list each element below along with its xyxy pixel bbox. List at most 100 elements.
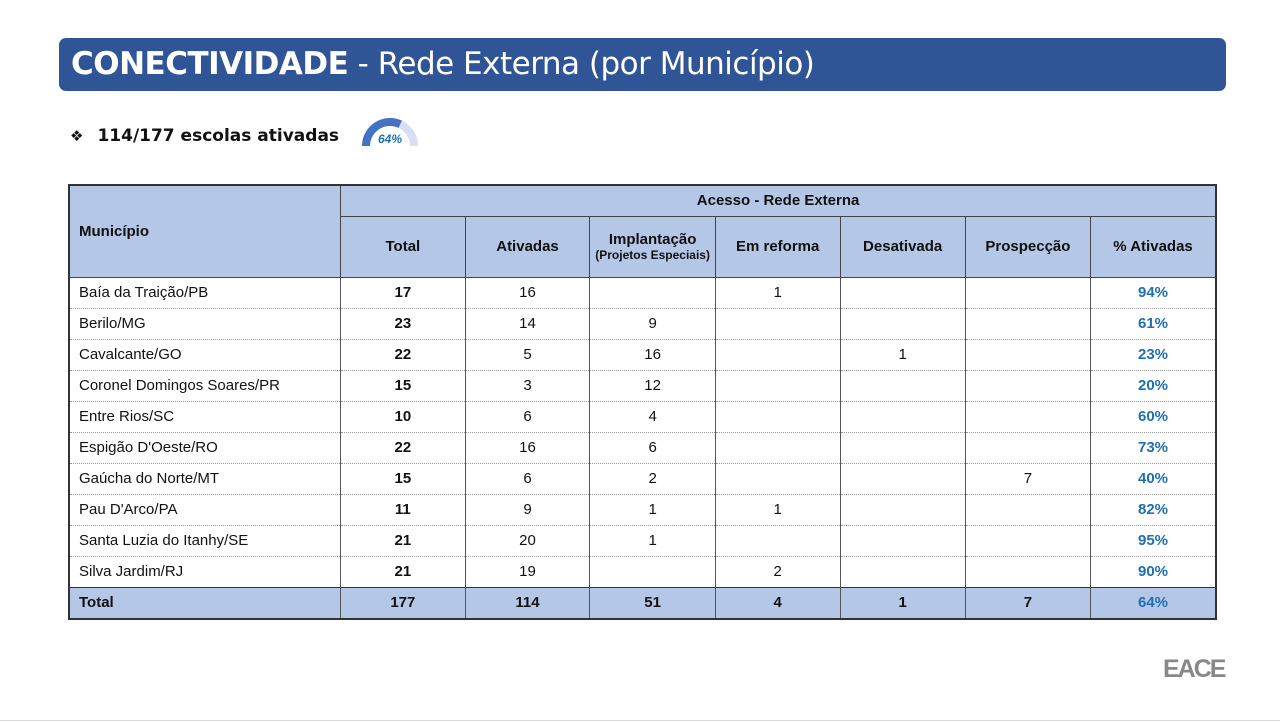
municipio-cell: Coronel Domingos Soares/PR (68, 370, 342, 402)
value-cell: 20% (1090, 370, 1217, 402)
value-cell (839, 308, 966, 340)
value-cell (964, 494, 1092, 526)
slide-title: CONECTIVIDADE - Rede Externa (por Municí… (59, 38, 1226, 91)
column-header-label: Total (385, 238, 421, 255)
value-cell (714, 308, 841, 340)
value-cell (839, 370, 966, 402)
column-header-label: % Ativadas (1113, 238, 1193, 255)
value-cell: 95% (1090, 525, 1217, 557)
value-cell (714, 339, 841, 371)
title-rest: - Rede Externa (por Município) (348, 46, 815, 82)
value-cell: 22 (340, 432, 466, 464)
value-cell (714, 432, 841, 464)
gauge-label: 64% (378, 132, 402, 146)
value-cell: 21 (340, 525, 466, 557)
municipio-cell: Total (68, 586, 342, 619)
value-cell (839, 525, 966, 557)
value-cell: 16 (464, 432, 591, 464)
value-cell: 60% (1090, 401, 1217, 433)
column-header-label: Ativadas (496, 238, 559, 255)
divider (0, 720, 1280, 721)
value-cell (964, 525, 1092, 557)
value-cell: 12 (589, 370, 716, 402)
value-cell: 177 (340, 586, 466, 619)
table-row: Santa Luzia do Itanhy/SE 21 20 1 95% (68, 525, 1217, 557)
value-cell (964, 308, 1092, 340)
value-cell (839, 277, 966, 309)
municipio-cell: Cavalcante/GO (68, 339, 342, 371)
table-row: Espigão D'Oeste/RO 22 16 6 73% (68, 432, 1217, 464)
value-cell: 9 (464, 494, 591, 526)
value-cell: 17 (340, 277, 466, 309)
table-row: Silva Jardim/RJ 21 19 2 90% (68, 556, 1217, 588)
table-row: Entre Rios/SC 10 6 4 60% (68, 401, 1217, 433)
table-row: Baía da Traição/PB 17 16 1 94% (68, 277, 1217, 309)
value-cell: 7 (964, 463, 1092, 495)
value-cell: 3 (464, 370, 591, 402)
value-cell (714, 370, 841, 402)
value-cell: 94% (1090, 277, 1217, 309)
column-header-label: Desativada (863, 238, 943, 255)
municipio-cell: Berilo/MG (68, 308, 342, 340)
value-cell: 1 (839, 586, 966, 619)
value-cell: 73% (1090, 432, 1217, 464)
value-cell (964, 339, 1092, 371)
value-cell (839, 401, 966, 433)
value-cell: 40% (1090, 463, 1217, 495)
column-header: Em reforma (714, 215, 841, 278)
value-cell (714, 463, 841, 495)
column-header: Desativada (839, 215, 966, 278)
value-cell: 10 (340, 401, 466, 433)
value-cell: 2 (589, 463, 716, 495)
gauge: 64% (362, 118, 418, 147)
value-cell (964, 401, 1092, 433)
group-header: Acesso - Rede Externa (340, 184, 1217, 217)
value-cell (964, 277, 1092, 309)
value-cell: 11 (340, 494, 466, 526)
municipio-cell: Espigão D'Oeste/RO (68, 432, 342, 464)
value-cell (589, 277, 716, 309)
value-cell: 82% (1090, 494, 1217, 526)
value-cell (964, 370, 1092, 402)
value-cell: 1 (714, 277, 841, 309)
value-cell: 4 (589, 401, 716, 433)
value-cell: 15 (340, 463, 466, 495)
column-header-label: Implantação (608, 230, 697, 248)
municipio-header: Município (68, 184, 342, 278)
value-cell: 22 (340, 339, 466, 371)
value-cell: 2 (714, 556, 841, 588)
column-header: Prospecção (964, 215, 1092, 278)
column-header-label: Prospecção (985, 238, 1071, 255)
value-cell: 7 (964, 586, 1092, 619)
value-cell: 1 (714, 494, 841, 526)
municipio-cell: Silva Jardim/RJ (68, 556, 342, 588)
value-cell: 6 (464, 463, 591, 495)
municipio-cell: Baía da Traição/PB (68, 277, 342, 309)
gauge-fill (362, 118, 402, 147)
value-cell: 14 (464, 308, 591, 340)
value-cell: 23% (1090, 339, 1217, 371)
value-cell: 1 (589, 525, 716, 557)
value-cell: 6 (589, 432, 716, 464)
value-cell (964, 556, 1092, 588)
value-cell: 15 (340, 370, 466, 402)
value-cell: 6 (464, 401, 591, 433)
value-cell: 23 (340, 308, 466, 340)
value-cell: 51 (589, 586, 716, 619)
total-row: Total 177 114 51 4 1 7 64% (68, 586, 1217, 619)
value-cell (839, 463, 966, 495)
value-cell: 90% (1090, 556, 1217, 588)
value-cell (589, 556, 716, 588)
column-header: % Ativadas (1090, 215, 1217, 278)
value-cell (964, 432, 1092, 464)
table-row: Gaúcha do Norte/MT 15 6 2 7 40% (68, 463, 1217, 495)
diamond-bullet-icon: ❖ (70, 127, 84, 145)
column-header-label: Em reforma (735, 238, 820, 255)
value-cell: 1 (839, 339, 966, 371)
value-cell (839, 556, 966, 588)
value-cell: 21 (340, 556, 466, 588)
value-cell: 9 (589, 308, 716, 340)
municipio-cell: Gaúcha do Norte/MT (68, 463, 342, 495)
table-row: Pau D'Arco/PA 11 9 1 1 82% (68, 494, 1217, 526)
column-header: Implantação (Projetos Especiais) (589, 215, 716, 278)
